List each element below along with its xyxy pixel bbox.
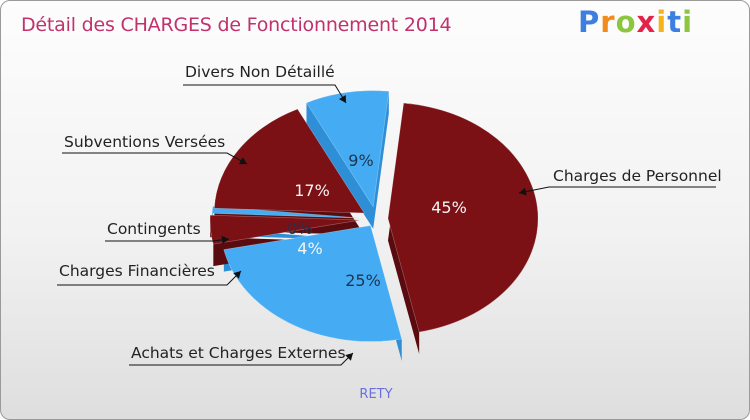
leader-arrow bbox=[338, 94, 346, 103]
logo-letter: i bbox=[656, 5, 668, 39]
pie-percent-label: 0% bbox=[287, 219, 312, 238]
logo-letter: r bbox=[600, 5, 616, 39]
leader-arrow bbox=[221, 235, 229, 244]
pie-slice bbox=[209, 214, 361, 245]
leader-line bbox=[183, 84, 347, 104]
pie-slice bbox=[214, 108, 365, 214]
slice-category-label: Achats et Charges Externes bbox=[131, 344, 346, 362]
proxiti-logo: Proxiti bbox=[578, 5, 698, 45]
pie-percent-label: 4% bbox=[297, 239, 322, 258]
chart-title: Détail des CHARGES de Fonctionnement 201… bbox=[21, 14, 452, 36]
commune-name: RETY bbox=[359, 387, 393, 402]
pie-slice bbox=[306, 90, 390, 208]
leader-arrow bbox=[238, 157, 247, 165]
slice-category-label: Subventions Versées bbox=[64, 133, 225, 151]
leader-line bbox=[62, 152, 248, 165]
leader-line bbox=[518, 186, 716, 194]
pie-label-layer: Charges de Personnel Achats et Charges Ex… bbox=[57, 63, 722, 366]
pie-percent-label: 25% bbox=[345, 271, 381, 290]
logo-letter: P bbox=[578, 5, 601, 39]
pie-percent-label: 45% bbox=[431, 198, 467, 217]
leader-arrow bbox=[519, 187, 527, 196]
pie-top-layer bbox=[209, 90, 539, 342]
slice-category-label: Charges de Personnel bbox=[553, 167, 722, 185]
pie-slice bbox=[387, 102, 539, 333]
logo-letter: o bbox=[615, 5, 637, 39]
pie-percent-label: 9% bbox=[348, 151, 373, 170]
pie-slice bbox=[223, 225, 403, 342]
logo-letter: t bbox=[667, 5, 683, 39]
slice-category-label: Charges Financières bbox=[59, 262, 215, 280]
pie-percent-label: 17% bbox=[294, 181, 330, 200]
leader-line bbox=[105, 238, 230, 242]
logo-letter: i bbox=[682, 5, 694, 39]
leader-arrow bbox=[233, 271, 241, 279]
logo-letter: x bbox=[636, 5, 657, 39]
leader-arrow bbox=[345, 353, 353, 361]
slice-category-label: Contingents bbox=[107, 220, 201, 238]
slice-category-label: Divers Non Détaillé bbox=[185, 63, 335, 81]
pie-percent-layer: 45% 25% 4%0% 17% 9% bbox=[287, 151, 466, 290]
